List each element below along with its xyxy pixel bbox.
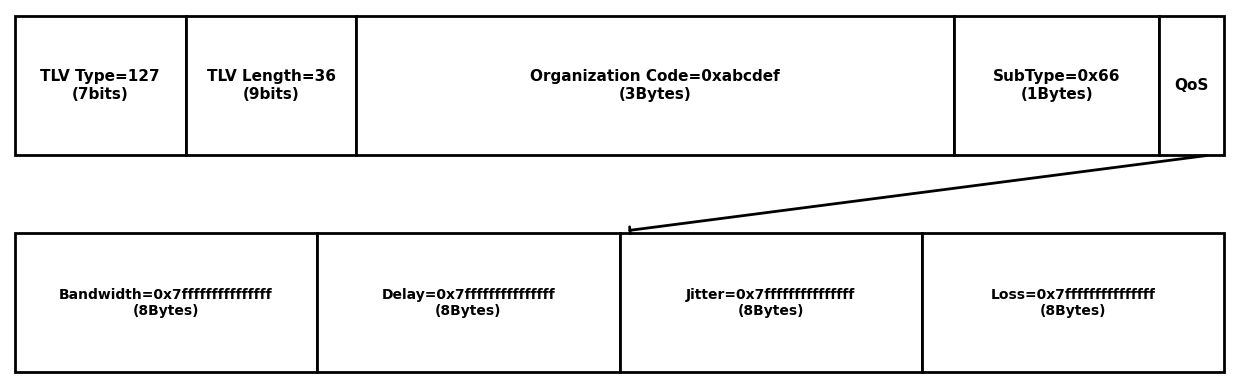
- Text: SubType=0x66
(1Bytes): SubType=0x66 (1Bytes): [992, 69, 1120, 102]
- Text: Delay=0x7fffffffffffffff
(8Bytes): Delay=0x7fffffffffffffff (8Bytes): [382, 288, 555, 318]
- Bar: [317, 233, 620, 372]
- Bar: [954, 16, 1160, 155]
- Bar: [15, 16, 186, 155]
- Bar: [922, 233, 1224, 372]
- Bar: [620, 233, 922, 372]
- Text: TLV Type=127
(7bits): TLV Type=127 (7bits): [41, 69, 160, 102]
- Text: TLV Length=36
(9bits): TLV Length=36 (9bits): [207, 69, 336, 102]
- Text: Jitter=0x7fffffffffffffff
(8Bytes): Jitter=0x7fffffffffffffff (8Bytes): [686, 288, 855, 318]
- Text: QoS: QoS: [1175, 78, 1209, 93]
- Bar: [357, 16, 954, 155]
- Bar: [15, 233, 317, 372]
- Text: Bandwidth=0x7fffffffffffffff
(8Bytes): Bandwidth=0x7fffffffffffffff (8Bytes): [59, 288, 273, 318]
- Text: Organization Code=0xabcdef
(3Bytes): Organization Code=0xabcdef (3Bytes): [530, 69, 781, 102]
- Bar: [1160, 16, 1224, 155]
- Text: Loss=0x7fffffffffffffff
(8Bytes): Loss=0x7fffffffffffffff (8Bytes): [990, 288, 1156, 318]
- Bar: [186, 16, 357, 155]
